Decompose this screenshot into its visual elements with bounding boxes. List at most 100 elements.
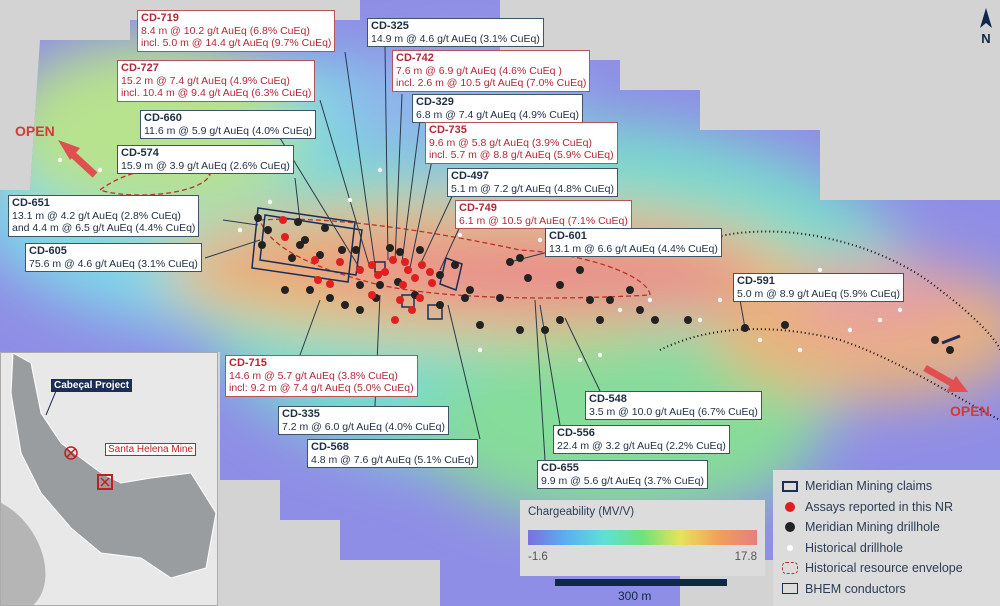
historical-drillhole (597, 352, 603, 358)
callout-hole-id: CD-601 (549, 230, 587, 242)
callout-cd-749: CD-749 6.1 m @ 10.5 g/t AuEq (7.1% CuEq) (455, 200, 632, 229)
meridian-drillhole (461, 294, 469, 302)
callout-hole-id: CD-735 (429, 124, 467, 136)
assay-drillhole (311, 256, 319, 264)
meridian-drillhole (541, 326, 549, 334)
meridian-drillhole (301, 236, 309, 244)
legend: Meridian Mining claims Assays reported i… (773, 470, 1000, 606)
callout-hole-id: CD-556 (557, 427, 595, 439)
meridian-drillhole (294, 218, 302, 226)
meridian-drillhole (636, 306, 644, 314)
historical-drillhole (237, 227, 243, 233)
callout-intercept: 15.9 m @ 3.9 g/t AuEq (2.6% CuEq) (121, 159, 290, 172)
historical-drillhole (797, 347, 803, 353)
colorbar-gradient (528, 530, 757, 545)
historical-drillhole (757, 337, 763, 343)
historical-drillhole (537, 237, 543, 243)
assay-drillhole (281, 233, 289, 241)
callout-intercept: 7.6 m @ 6.9 g/t AuEq (4.6% CuEq ) (396, 64, 562, 77)
north-label: N (981, 31, 991, 46)
colorbar-min: -1.6 (528, 551, 548, 563)
legend-item-assays: Assays reported in this NR (781, 497, 992, 518)
callout-intercept: 15.2 m @ 7.4 g/t AuEq (4.9% CuEq) (121, 74, 290, 87)
callout-intercept: 75.6 m @ 4.6 g/t AuEq (3.1% CuEq) (29, 257, 198, 270)
callout-intercept: 14.9 m @ 4.6 g/t AuEq (3.1% CuEq) (371, 32, 540, 45)
historical-drillhole (97, 167, 103, 173)
chargeability-colorbar: Chargeability (MV/V) -1.6 17.8 (520, 500, 765, 576)
callout-intercept: 9.9 m @ 5.6 g/t AuEq (3.7% CuEq) (541, 474, 704, 487)
meridian-drillhole (496, 294, 504, 302)
callout-intercept: 3.5 m @ 10.0 g/t AuEq (6.7% CuEq) (589, 405, 758, 418)
colorbar-max: 17.8 (734, 551, 757, 563)
callout-hole-id: CD-329 (416, 96, 454, 108)
callout-cd-556: CD-556 22.4 m @ 3.2 g/t AuEq (2.2% CuEq) (553, 425, 730, 454)
inset-project-label: Cabeçal Project (51, 379, 133, 392)
scale-label: 300 m (618, 589, 652, 603)
red-dot-icon (785, 501, 795, 512)
historical-drillhole (647, 297, 653, 303)
meridian-drillhole (586, 296, 594, 304)
assay-drillhole (399, 281, 407, 289)
meridian-drillhole (931, 336, 939, 344)
legend-item-claims: Meridian Mining claims (781, 476, 992, 497)
meridian-drillhole (316, 251, 324, 259)
callout-hole-id: CD-651 (12, 197, 50, 209)
outline-box-icon (782, 583, 798, 595)
historical-drillhole (617, 307, 623, 313)
legend-item-historical-drillhole: Historical drillhole (781, 538, 992, 559)
colorbar-title: Chargeability (MV/V) (528, 506, 635, 518)
assay-drillhole (416, 294, 424, 302)
meridian-drillhole (338, 246, 346, 254)
callout-hole-id: CD-749 (459, 202, 497, 214)
white-dot-icon (787, 544, 793, 551)
historical-drillhole (897, 307, 903, 313)
scale-bar (555, 579, 727, 586)
callout-intercept: 5.1 m @ 7.2 g/t AuEq (4.8% CuEq) (451, 182, 614, 195)
dashed-outline-icon (782, 562, 798, 575)
assay-drillhole (396, 296, 404, 304)
historical-drillhole (577, 357, 583, 363)
callout-hole-id: CD-335 (282, 408, 320, 420)
meridian-drillhole (386, 244, 394, 252)
meridian-drillhole (326, 294, 334, 302)
callout-hole-id: CD-655 (541, 462, 579, 474)
callout-intercept: 5.0 m @ 8.9 g/t AuEq (5.9% CuEq) (737, 287, 900, 300)
callout-hole-id: CD-660 (144, 112, 182, 124)
callout-cd-601: CD-601 13.1 m @ 6.6 g/t AuEq (4.4% CuEq) (545, 228, 722, 257)
callout-cd-742: CD-742 7.6 m @ 6.9 g/t AuEq (4.6% CuEq ) i… (392, 50, 591, 92)
assay-drillhole (426, 268, 434, 276)
assay-drillhole (368, 291, 376, 299)
meridian-drillhole (684, 316, 692, 324)
callout-intercept: incl. 2.6 m @ 10.5 g/t AuEq (7.0% CuEq) (396, 77, 587, 89)
meridian-drillhole (576, 266, 584, 274)
assay-drillhole (374, 271, 382, 279)
callout-hole-id: CD-742 (396, 52, 434, 64)
meridian-drillhole (524, 274, 532, 282)
meridian-drillhole (306, 286, 314, 294)
claim-box-icon (782, 480, 798, 492)
callout-hole-id: CD-727 (121, 62, 159, 74)
assay-drillhole (418, 261, 426, 269)
callout-cd-568: CD-568 4.8 m @ 7.6 g/t AuEq (5.1% CuEq) (307, 439, 478, 468)
location-inset-map: Cabeçal Project Santa Helena Mine (0, 352, 218, 606)
callout-cd-574: CD-574 15.9 m @ 3.9 g/t AuEq (2.6% CuEq) (117, 145, 294, 174)
meridian-drillhole (476, 321, 484, 329)
callout-cd-660: CD-660 11.6 m @ 5.9 g/t AuEq (4.0% CuEq) (140, 110, 317, 139)
meridian-drillhole (436, 301, 444, 309)
assay-drillhole (401, 258, 409, 266)
callout-cd-735: CD-735 9.6 m @ 5.8 g/t AuEq (3.9% CuEq) in… (425, 122, 618, 164)
meridian-drillhole (556, 281, 564, 289)
callout-intercept: 8.4 m @ 10.2 g/t AuEq (6.8% CuEq) (141, 24, 310, 37)
callout-hole-id: CD-574 (121, 147, 159, 159)
black-dot-icon (785, 522, 795, 533)
callout-cd-727: CD-727 15.2 m @ 7.4 g/t AuEq (4.9% CuEq) i… (117, 60, 316, 102)
callout-hole-id: CD-605 (29, 245, 67, 257)
historical-drillhole (717, 297, 723, 303)
meridian-drillhole (451, 261, 459, 269)
historical-drillhole (847, 327, 853, 333)
assay-drillhole (326, 280, 334, 288)
assay-drillhole (404, 266, 412, 274)
assay-drillhole (336, 258, 344, 266)
assay-drillhole (368, 261, 376, 269)
historical-drillhole (817, 267, 823, 273)
